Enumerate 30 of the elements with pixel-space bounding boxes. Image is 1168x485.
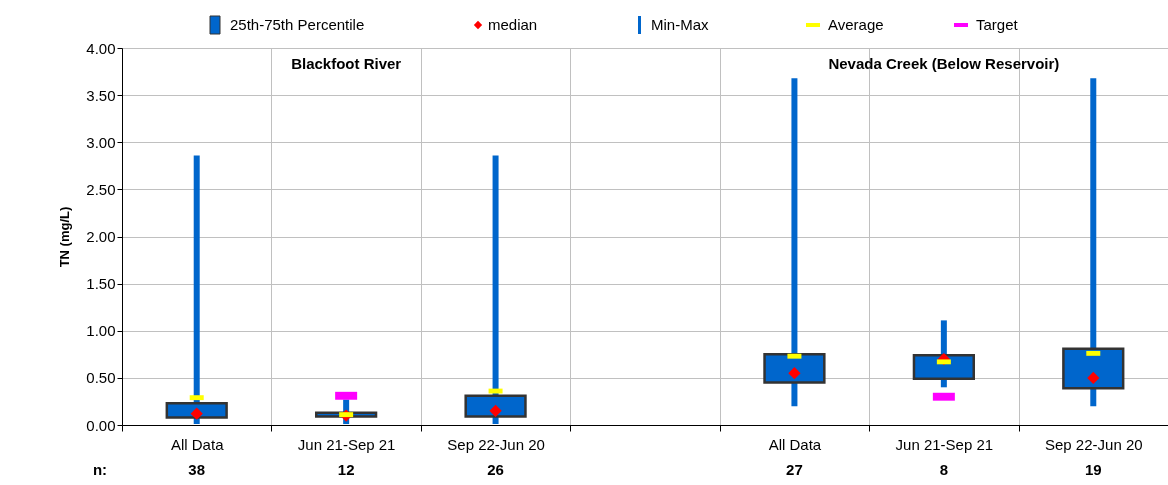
legend-label: Min-Max [651, 16, 709, 33]
text: 38 [188, 461, 206, 478]
y-tick-label: 0.50 [86, 369, 116, 387]
text: 27 [786, 461, 803, 478]
x-tick-label: All Data [768, 435, 822, 453]
y-tick-label: 4.00 [86, 39, 116, 57]
y-tick-label: 2.50 [86, 180, 116, 198]
y-tick-label: 0.00 [86, 416, 116, 434]
text: 12 [337, 461, 355, 478]
y-tick-label: 1.50 [86, 275, 116, 293]
text: 26 [487, 461, 504, 478]
x-tick-label: Sep 22-Jun 20 [1045, 435, 1143, 453]
x-tick-label: All Data [170, 435, 225, 453]
annotation: Blackfoot River [291, 55, 402, 72]
y-tick-label: 3.00 [86, 133, 116, 151]
y-tick-label: 2.00 [86, 228, 116, 245]
x-tick-label: Jun 21-Sep 21 [895, 435, 994, 453]
annotation: Nevada Creek (Below Reservoir) [828, 55, 1060, 72]
y-tick-label: 1.00 [86, 322, 116, 340]
legend-label: Average [828, 16, 884, 33]
legend-label: median [488, 16, 538, 33]
text: 19 [1084, 461, 1102, 478]
legend-label: Target [976, 16, 1019, 33]
text: 8 [939, 461, 949, 478]
y-tick-label: 3.50 [86, 86, 116, 104]
text: n: [92, 461, 108, 478]
y-axis-title: TN (mg/L) [57, 206, 73, 268]
x-tick-label: Sep 22-Jun 20 [447, 435, 545, 453]
x-tick-label: Jun 21-Sep 21 [297, 435, 396, 453]
legend-label: 25th-75th Percentile [230, 16, 365, 33]
